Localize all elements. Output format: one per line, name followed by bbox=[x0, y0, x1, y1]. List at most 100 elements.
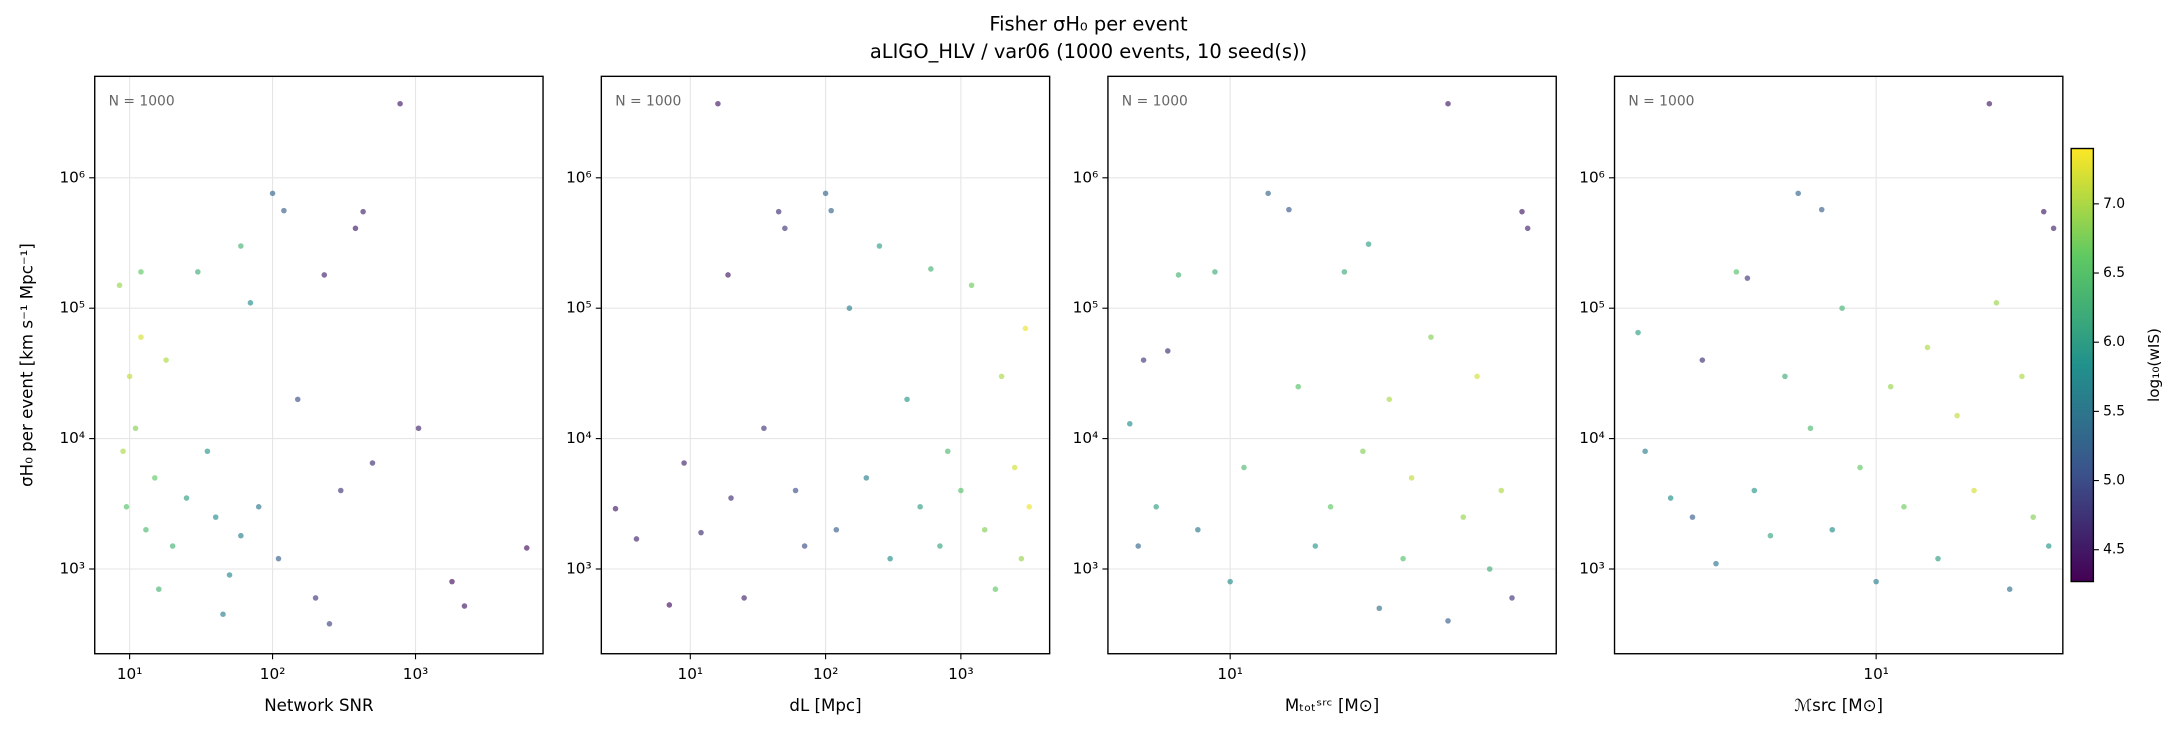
point bbox=[143, 526, 149, 533]
y-tick-label: 10⁵ bbox=[1579, 299, 1605, 317]
point bbox=[275, 555, 282, 562]
point bbox=[1140, 357, 1147, 363]
x-tick-label: 10² bbox=[813, 665, 839, 683]
point bbox=[1365, 241, 1372, 247]
y-tick-label: 10⁶ bbox=[59, 168, 85, 186]
point bbox=[741, 595, 747, 601]
point bbox=[1212, 269, 1218, 275]
point bbox=[1767, 532, 1774, 539]
point bbox=[992, 586, 999, 592]
point bbox=[1782, 373, 1788, 380]
point bbox=[666, 602, 673, 608]
point bbox=[1445, 618, 1451, 624]
point bbox=[876, 243, 883, 249]
point bbox=[123, 504, 130, 510]
x-axis-label: dL [Mpc] bbox=[789, 696, 861, 715]
point bbox=[725, 272, 731, 278]
point bbox=[1713, 560, 1719, 567]
point bbox=[1519, 208, 1525, 215]
point bbox=[326, 621, 333, 627]
point bbox=[1241, 464, 1247, 471]
point bbox=[195, 269, 201, 275]
figure-subtitle: aLIGO_HLV / var06 (1000 events, 10 seed(… bbox=[870, 40, 1307, 63]
point bbox=[1839, 305, 1845, 311]
point bbox=[238, 532, 244, 539]
y-tick-label: 10³ bbox=[1073, 559, 1099, 577]
point bbox=[928, 266, 934, 272]
y-tick-label: 10⁵ bbox=[59, 299, 85, 317]
point bbox=[1445, 100, 1451, 107]
point bbox=[321, 272, 328, 278]
point bbox=[863, 475, 870, 481]
point bbox=[1360, 448, 1366, 455]
x-tick-label: 10³ bbox=[948, 665, 974, 683]
point bbox=[998, 373, 1005, 380]
point bbox=[715, 100, 721, 107]
point bbox=[1524, 225, 1531, 232]
point bbox=[1857, 464, 1863, 471]
point bbox=[1887, 383, 1894, 390]
point bbox=[1971, 487, 1977, 494]
axes-frame bbox=[1107, 75, 1557, 655]
point bbox=[846, 305, 853, 311]
point bbox=[1011, 464, 1018, 471]
x-axis-label: ℳsrc [M⊙] bbox=[1794, 696, 1883, 715]
point bbox=[337, 487, 344, 494]
point bbox=[204, 448, 211, 455]
colorbar bbox=[2070, 147, 2095, 583]
point bbox=[1175, 272, 1182, 278]
y-axis-label: σH₀ per event [km s⁻¹ Mpc⁻¹] bbox=[18, 243, 37, 487]
point bbox=[449, 578, 455, 585]
colorbar-tick-label: 5.0 bbox=[2103, 473, 2125, 489]
point bbox=[1408, 475, 1415, 481]
y-tick-label: 10⁶ bbox=[1579, 168, 1605, 186]
colorbar-tick-label: 6.0 bbox=[2103, 334, 2125, 350]
point bbox=[397, 100, 403, 107]
point bbox=[1460, 514, 1467, 520]
point bbox=[1818, 206, 1825, 213]
point bbox=[1022, 325, 1029, 332]
point bbox=[792, 487, 799, 494]
point bbox=[269, 190, 276, 197]
x-tick-label: 10¹ bbox=[678, 665, 704, 683]
point bbox=[369, 460, 376, 466]
annotation: N = 1000 bbox=[1628, 93, 1694, 109]
point bbox=[782, 225, 788, 232]
y-tick-label: 10⁴ bbox=[566, 429, 592, 447]
point bbox=[1400, 555, 1406, 562]
plot-area bbox=[94, 76, 544, 654]
point bbox=[904, 396, 910, 403]
point bbox=[138, 334, 144, 340]
figure-title: Fisher σH₀ per event bbox=[989, 12, 1188, 35]
point bbox=[1935, 555, 1941, 562]
point bbox=[1227, 578, 1233, 585]
axes-frame bbox=[94, 75, 544, 655]
point bbox=[944, 448, 951, 455]
y-tick-label: 10⁴ bbox=[1073, 429, 1099, 447]
point bbox=[761, 425, 767, 432]
y-tick-label: 10⁶ bbox=[1073, 168, 1099, 186]
point bbox=[1295, 383, 1302, 390]
point bbox=[1341, 269, 1348, 275]
point bbox=[1376, 605, 1383, 612]
point bbox=[116, 282, 123, 289]
point bbox=[968, 282, 975, 289]
point bbox=[1733, 269, 1740, 275]
colorbar-label: log₁₀(wIS) bbox=[2145, 328, 2163, 402]
point bbox=[220, 611, 226, 617]
point bbox=[828, 207, 834, 214]
y-tick-label: 10³ bbox=[1579, 559, 1605, 577]
colorbar-tick-label: 5.5 bbox=[2103, 403, 2125, 419]
point bbox=[1153, 504, 1159, 510]
point bbox=[120, 448, 126, 455]
point bbox=[822, 190, 829, 197]
plot-area bbox=[1614, 76, 2063, 654]
point bbox=[728, 495, 734, 501]
point bbox=[1807, 425, 1814, 432]
point bbox=[132, 425, 139, 432]
point bbox=[1954, 412, 1960, 419]
point bbox=[887, 555, 893, 562]
point bbox=[1164, 348, 1171, 354]
